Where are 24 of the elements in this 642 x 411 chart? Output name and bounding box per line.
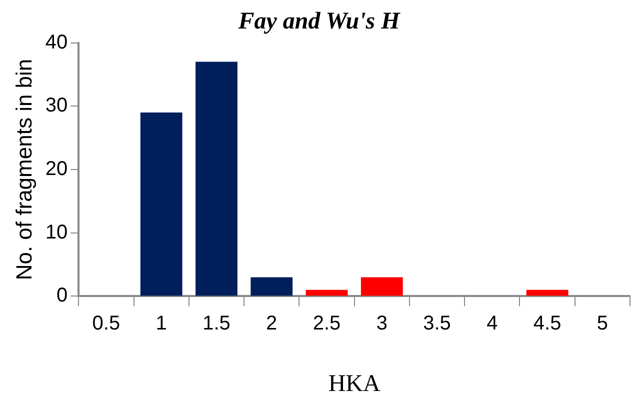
y-tick-label: 0 [56, 284, 68, 307]
x-tick-label: 4.5 [533, 312, 562, 335]
y-tick-label: 40 [45, 31, 68, 54]
y-tick-label: 10 [45, 221, 68, 244]
bar [360, 277, 403, 296]
y-tick-label: 20 [45, 158, 68, 180]
x-tick-label: 3 [376, 312, 388, 335]
y-tick-label: 30 [45, 94, 68, 117]
bar [526, 290, 568, 296]
chart-title: Fay and Wu's H [237, 8, 402, 35]
y-axis-title: No. of fragments in bin [11, 58, 36, 280]
x-tick-label: 3.5 [423, 312, 451, 335]
x-tick-label: 2 [266, 312, 278, 335]
bar [140, 112, 182, 296]
x-tick-label: 2.5 [312, 312, 341, 335]
x-tick-label: 4 [486, 312, 498, 335]
x-tick-label: 1.5 [202, 312, 230, 335]
bar [250, 277, 293, 296]
x-tick-label: 1 [156, 312, 167, 335]
bar [306, 290, 348, 296]
x-tick-label: 5 [596, 312, 608, 335]
x-tick-label: 0.5 [92, 312, 120, 335]
x-axis-title: HKA [328, 370, 381, 397]
bar [196, 62, 238, 296]
